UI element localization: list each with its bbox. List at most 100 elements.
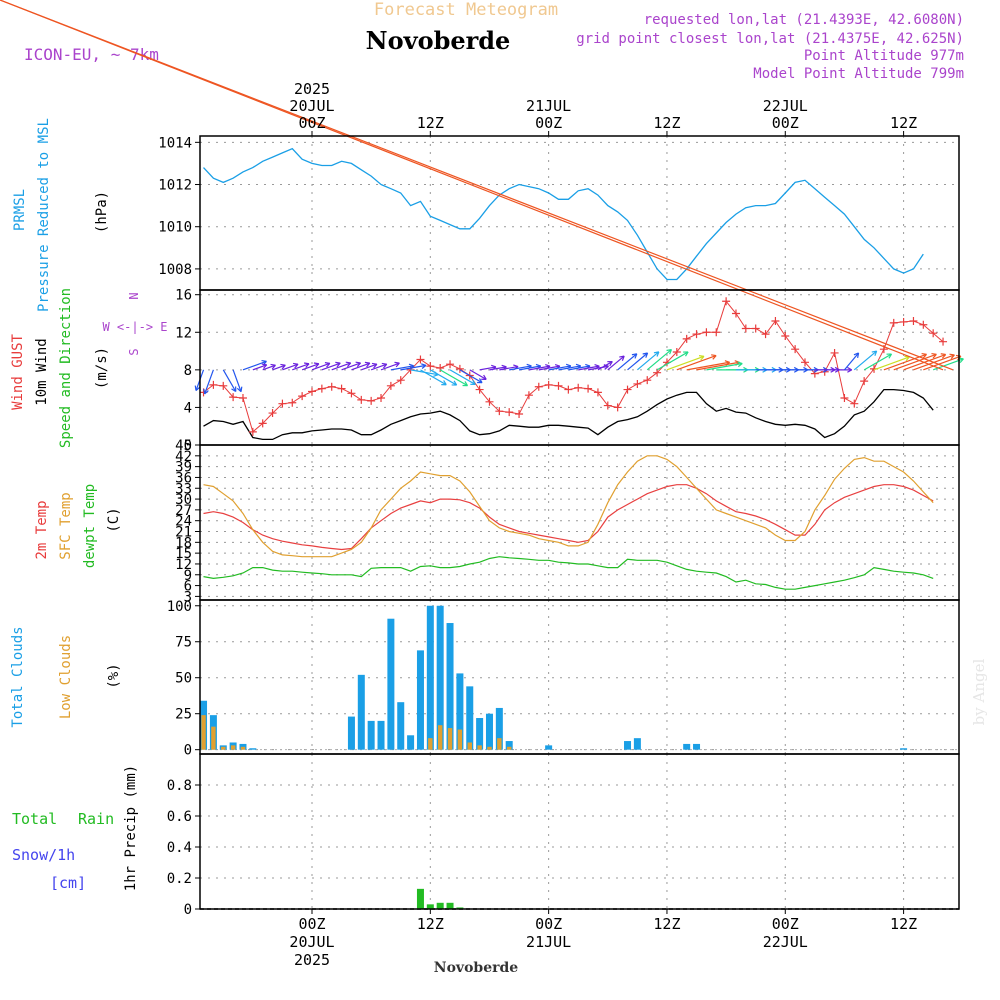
wind-gust-marker	[672, 348, 681, 356]
wind-vector	[636, 351, 660, 371]
wind-vector-head	[711, 354, 717, 360]
ytick-label-pressure: 1012	[158, 178, 192, 194]
ytick-label-pressure: 1008	[158, 262, 192, 278]
wind-gust-marker	[702, 328, 711, 337]
temp-label-2m: 2m Temp	[34, 500, 50, 559]
wind-panel-labels: Wind GUST 10m Wind Speed and Direction (…	[10, 288, 168, 448]
wind-vector	[311, 362, 331, 371]
signature: by Angel	[970, 658, 988, 725]
model-altitude: Model Point Altitude 799m	[753, 66, 964, 82]
total-cloud-bar	[416, 650, 424, 750]
panel-frame-clouds	[199, 599, 960, 755]
ytick-label-precip: 0.2	[167, 871, 192, 887]
wind-vector-head	[847, 366, 853, 373]
low-cloud-bar	[477, 745, 482, 750]
total-cloud-bar	[545, 745, 553, 750]
wind-vector	[548, 365, 572, 371]
wind-vector	[262, 364, 276, 371]
precip-panel-labels: Total Rain Snow/1h [cm] 1hr Precip (mm)	[12, 765, 139, 892]
ytick-label-clouds: 75	[175, 635, 192, 651]
wind-vector-head	[194, 385, 201, 391]
wind-vector	[232, 369, 242, 392]
panel-frame-precip	[199, 753, 960, 910]
precip-label-total: Total	[12, 810, 57, 828]
wind-vector-head	[451, 380, 458, 386]
ytick-label-clouds: 100	[167, 599, 192, 615]
wind-vector-head	[642, 352, 649, 358]
wind-vector	[282, 363, 299, 371]
precip-label-snow: Snow/1h	[12, 846, 75, 864]
grid-layer	[200, 136, 959, 910]
wind-vector	[893, 353, 937, 371]
total-cloud-bar	[693, 743, 701, 750]
wind-gust-marker	[386, 381, 395, 390]
wind-vector-head	[666, 348, 673, 355]
ytick-label-temperature: 42	[175, 449, 192, 465]
wind-gust-marker	[485, 397, 494, 406]
ytick-label-clouds: 25	[175, 707, 192, 723]
wind-vector-head	[631, 353, 638, 359]
ytick-label-clouds: 0	[184, 743, 192, 759]
wind-vector-head	[470, 379, 476, 386]
time-label-bottom: 00Z	[535, 915, 562, 933]
total-cloud-bar	[624, 741, 632, 750]
wind-gust-marker	[643, 376, 652, 385]
ytick-label-temperature: 24	[175, 514, 192, 530]
wind-vector-head	[421, 363, 427, 369]
ytick-label-temperature: 18	[175, 535, 192, 551]
rain-bar	[426, 904, 434, 909]
axes-layer: 1008101010121014048121636912151821242730…	[158, 135, 200, 918]
time-label-top: 00Z	[535, 114, 562, 132]
wind-vector	[646, 349, 672, 371]
wind-vector	[843, 352, 860, 371]
wind-vector-head	[303, 362, 310, 368]
wind-gust-marker	[317, 384, 326, 393]
wind-gust-marker	[515, 410, 524, 418]
wind-vector-head	[381, 362, 388, 369]
compass-we: W <-|-> E	[102, 320, 167, 334]
wind-vector-head	[261, 363, 268, 369]
wind-vector-head	[335, 361, 341, 368]
time-label-top: 12Z	[890, 114, 917, 132]
wind-gust-marker	[258, 419, 267, 428]
pressure-unit: (hPa)	[94, 191, 110, 233]
wind-gust-marker	[505, 408, 514, 417]
wind-gust-marker	[337, 384, 346, 393]
wind-vector	[627, 352, 648, 371]
total-cloud-bar	[249, 748, 257, 750]
ytick-label-temperature: 39	[175, 460, 192, 476]
wind-gust-marker	[554, 381, 563, 390]
wind-label-10m: 10m Wind	[34, 338, 50, 405]
time-label-bottom: 21JUL	[526, 933, 571, 951]
ytick-label-temperature: 3	[184, 589, 192, 605]
wind-gust-marker	[889, 318, 898, 327]
wind-vector	[853, 350, 878, 371]
wind-gust-marker	[919, 320, 928, 329]
wind-gust-marker	[810, 369, 819, 378]
panel-frame-pressure	[199, 135, 960, 291]
clouds-unit: (%)	[106, 663, 122, 688]
low-cloud-bar	[428, 738, 433, 750]
wind-vector	[459, 369, 483, 384]
wind-vector	[242, 360, 267, 371]
wind-vector-head	[236, 386, 243, 393]
gridpoint-coords: grid point closest lon,lat (21.4375E, 42…	[576, 31, 964, 47]
wind-vector-head	[619, 355, 625, 361]
wind-gust-marker	[899, 317, 908, 326]
wind-vector	[706, 362, 743, 371]
wind-gust-marker	[692, 330, 701, 339]
wind-gust-marker	[603, 401, 612, 410]
wind-gust-marker	[347, 389, 356, 398]
wind-vector	[272, 364, 286, 371]
ytick-label-temperature: 6	[184, 579, 192, 595]
wind-gust-marker	[722, 297, 731, 306]
wind-gust-marker	[801, 358, 809, 367]
wind-vector	[558, 365, 581, 371]
wind-vector	[489, 366, 507, 371]
wind-vector	[607, 355, 625, 371]
wind-gust-marker	[544, 380, 553, 389]
t2m-line	[203, 484, 934, 551]
precip-ylabel: 1hr Precip (mm)	[123, 765, 139, 891]
forecast-title: Forecast Meteogram	[374, 0, 558, 20]
wind-vector	[578, 365, 600, 371]
